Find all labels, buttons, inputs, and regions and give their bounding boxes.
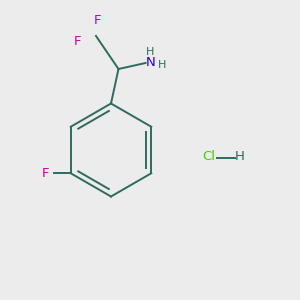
Text: Cl: Cl <box>202 150 215 164</box>
Text: F: F <box>74 35 81 48</box>
Text: H: H <box>235 150 245 164</box>
Text: N: N <box>146 56 155 69</box>
Text: H: H <box>158 59 166 70</box>
Text: F: F <box>94 14 101 27</box>
Text: F: F <box>42 167 50 180</box>
Text: H: H <box>146 46 154 57</box>
